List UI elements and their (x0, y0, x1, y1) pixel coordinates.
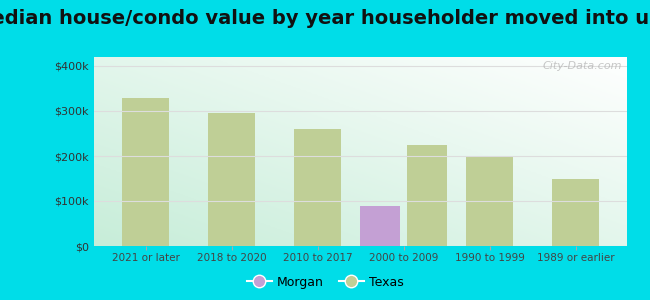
Bar (208, 113, 255, 246)
Bar (360, 206, 400, 246)
Text: City-Data.com: City-Data.com (542, 61, 622, 71)
Bar (294, 129, 341, 246)
Bar (552, 178, 599, 246)
Text: Median house/condo value by year householder moved into unit: Median house/condo value by year househo… (0, 9, 650, 28)
Legend: Morgan, Texas: Morgan, Texas (242, 271, 408, 294)
Bar (466, 156, 514, 246)
Bar (122, 98, 170, 246)
Bar (408, 145, 447, 246)
